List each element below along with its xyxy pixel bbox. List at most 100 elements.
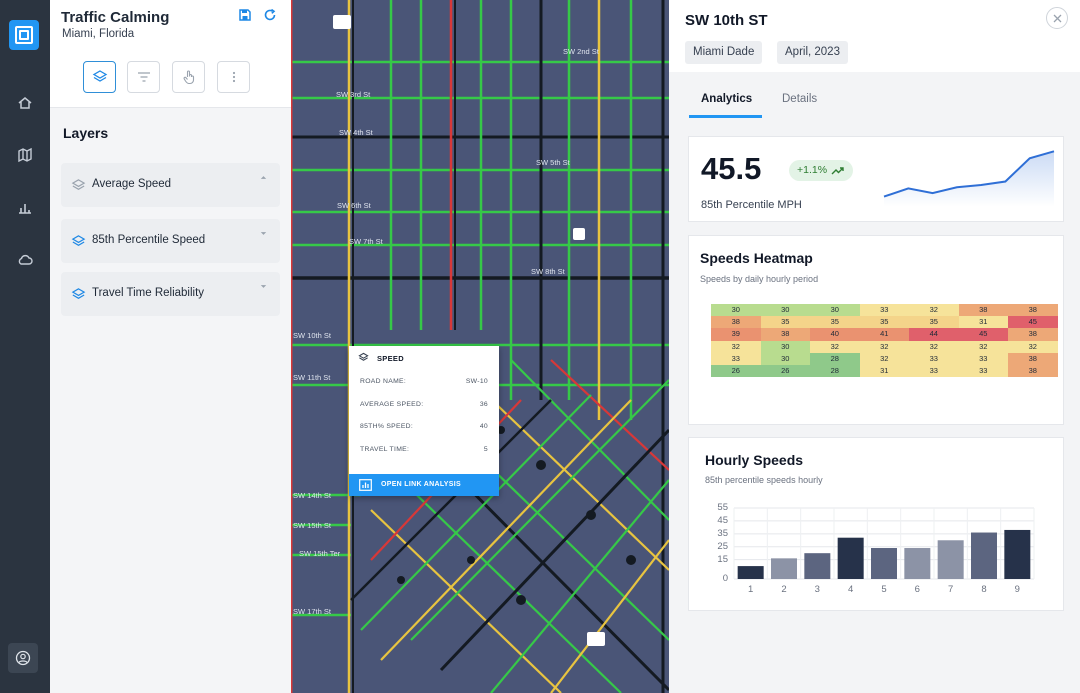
x-tick-label: 2: [781, 584, 787, 595]
street-label: SW 15th Ter: [299, 549, 341, 558]
heatmap-cell: 41: [859, 328, 909, 341]
layers-panel: Traffic Calming Miami, Florida Layers Av…: [50, 0, 291, 693]
tab-analytics[interactable]: Analytics: [701, 93, 753, 105]
sparkline-line: [883, 150, 1055, 198]
popup-row-label: 85TH% SPEED:: [360, 423, 414, 430]
layers-icon: [358, 352, 369, 361]
x-tick-label: 1: [748, 584, 754, 595]
bar-chart-icon: [359, 479, 372, 491]
popup-row-value: 5: [483, 446, 488, 453]
user-avatar[interactable]: [8, 643, 38, 673]
open-link-analysis-label: OPEN LINK ANALYSIS: [381, 481, 461, 488]
tab-details[interactable]: Details: [782, 93, 818, 105]
popup-row-road-name: ROAD NAME: SW-10: [360, 378, 488, 385]
popup-title: SPEED: [377, 354, 404, 363]
popup-row-value: 36: [479, 401, 488, 408]
save-icon[interactable]: [237, 7, 253, 23]
heatmap-cell: 30: [760, 352, 810, 365]
layer-item-average-speed[interactable]: Average Speed: [61, 163, 280, 207]
caret-down-icon[interactable]: [259, 229, 268, 238]
more-options-button[interactable]: [217, 61, 250, 93]
refresh-icon[interactable]: [262, 7, 278, 23]
change-value: +1.1%: [797, 164, 828, 176]
heatmap-cell: 32: [859, 352, 909, 365]
bar-chart-icon[interactable]: [13, 196, 37, 220]
heatmap-cell: 38: [1008, 304, 1058, 317]
x-tick-label: 9: [1014, 584, 1020, 595]
popup-row-label: ROAD NAME:: [360, 378, 407, 385]
speeds-heatmap-card: Speeds Heatmap Speeds by daily hourly pe…: [688, 235, 1064, 425]
details-panel: SW 10th ST Miami Dade April, 2023 Analyt…: [669, 0, 1080, 693]
heatmap-cell: 35: [859, 316, 909, 329]
open-link-analysis-button[interactable]: OPEN LINK ANALYSIS: [349, 474, 499, 496]
select-tool-button[interactable]: [172, 61, 205, 93]
cloud-icon[interactable]: [13, 248, 37, 272]
heatmap-cell: 32: [909, 340, 959, 353]
close-button[interactable]: [1046, 7, 1068, 29]
user-circle-icon: [15, 650, 31, 666]
bar-4[interactable]: [837, 537, 864, 579]
bar-9[interactable]: [1004, 529, 1031, 579]
heatmap-cell: 32: [711, 340, 761, 353]
street-label: SW 10th St: [293, 331, 332, 340]
trending-up-icon: [831, 167, 844, 175]
heatmap-cell: 32: [1008, 340, 1058, 353]
street-label: SW 6th St: [337, 201, 372, 210]
street-label: SW 5th St: [536, 158, 571, 167]
street-label: SW 8th St: [531, 267, 566, 276]
heatmap-cell: 32: [859, 340, 909, 353]
heatmap-cell: 35: [810, 316, 860, 329]
street-label: SW 3rd St: [336, 90, 371, 99]
hourly-title: Hourly Speeds: [705, 452, 804, 468]
change-badge: +1.1%: [789, 160, 853, 181]
map-icon[interactable]: [13, 143, 37, 167]
layer-item-85th-percentile-speed[interactable]: 85th Percentile Speed: [61, 219, 280, 263]
bar-6[interactable]: [904, 548, 931, 579]
bar-1[interactable]: [737, 566, 764, 579]
heatmap-cell: 33: [909, 352, 959, 365]
street-label: SW 15th St: [293, 521, 332, 530]
heatmap-cell: 38: [711, 316, 761, 329]
bar-3[interactable]: [804, 553, 831, 579]
layers-tool-button[interactable]: [83, 61, 116, 93]
y-tick-label: 25: [717, 540, 728, 552]
popup-row-label: TRAVEL TIME:: [360, 446, 410, 453]
heatmap-cell: 32: [810, 340, 860, 353]
filter-tool-button[interactable]: [127, 61, 160, 93]
panel-toolbar: [50, 52, 291, 108]
popup-row-value: SW-10: [465, 378, 488, 385]
street-label: SW 14th St: [293, 491, 332, 500]
date-chip: April, 2023: [777, 41, 848, 64]
project-title: Traffic Calming: [61, 9, 170, 26]
speed-popup: SPEED ROAD NAME: SW-10 AVERAGE SPEED: 36 8…: [349, 346, 499, 496]
popup-row-value: 40: [479, 423, 488, 430]
heatmap-cell: 38: [1008, 365, 1058, 378]
layers-icon: [71, 179, 86, 190]
bar-5[interactable]: [871, 548, 897, 579]
heatmap-cell: 38: [958, 304, 1008, 317]
layer-item-travel-time-reliability[interactable]: Travel Time Reliability: [61, 272, 280, 316]
street-label: SW 17th St: [293, 607, 332, 616]
heatmap-cell: 32: [909, 304, 959, 317]
heatmap-cell: 45: [1008, 316, 1058, 329]
stat-value: 45.5: [701, 151, 762, 186]
region-chip: Miami Dade: [685, 41, 763, 64]
caret-down-icon[interactable]: [259, 282, 268, 291]
popup-row-label: AVERAGE SPEED:: [360, 401, 424, 408]
bar-2[interactable]: [771, 558, 797, 579]
bar-8[interactable]: [971, 532, 997, 579]
street-label: SW 7th St: [349, 237, 384, 246]
caret-up-icon[interactable]: [259, 173, 268, 182]
home-icon[interactable]: [13, 91, 37, 115]
popup-row-travel-time: TRAVEL TIME: 5: [360, 446, 488, 453]
heatmap-cell: 30: [711, 304, 761, 317]
popup-row-85th-speed: 85TH% SPEED: 40: [360, 423, 488, 430]
app-logo[interactable]: [9, 20, 39, 50]
y-tick-label: 0: [722, 573, 728, 584]
project-header: Traffic Calming Miami, Florida: [50, 0, 291, 52]
street-label: SW 11th St: [293, 373, 331, 382]
layer-name: 85th Percentile Speed: [92, 234, 206, 246]
bar-7[interactable]: [937, 540, 964, 579]
heatmap-cell: 45: [958, 328, 1008, 341]
heatmap-cell: 33: [859, 304, 909, 317]
